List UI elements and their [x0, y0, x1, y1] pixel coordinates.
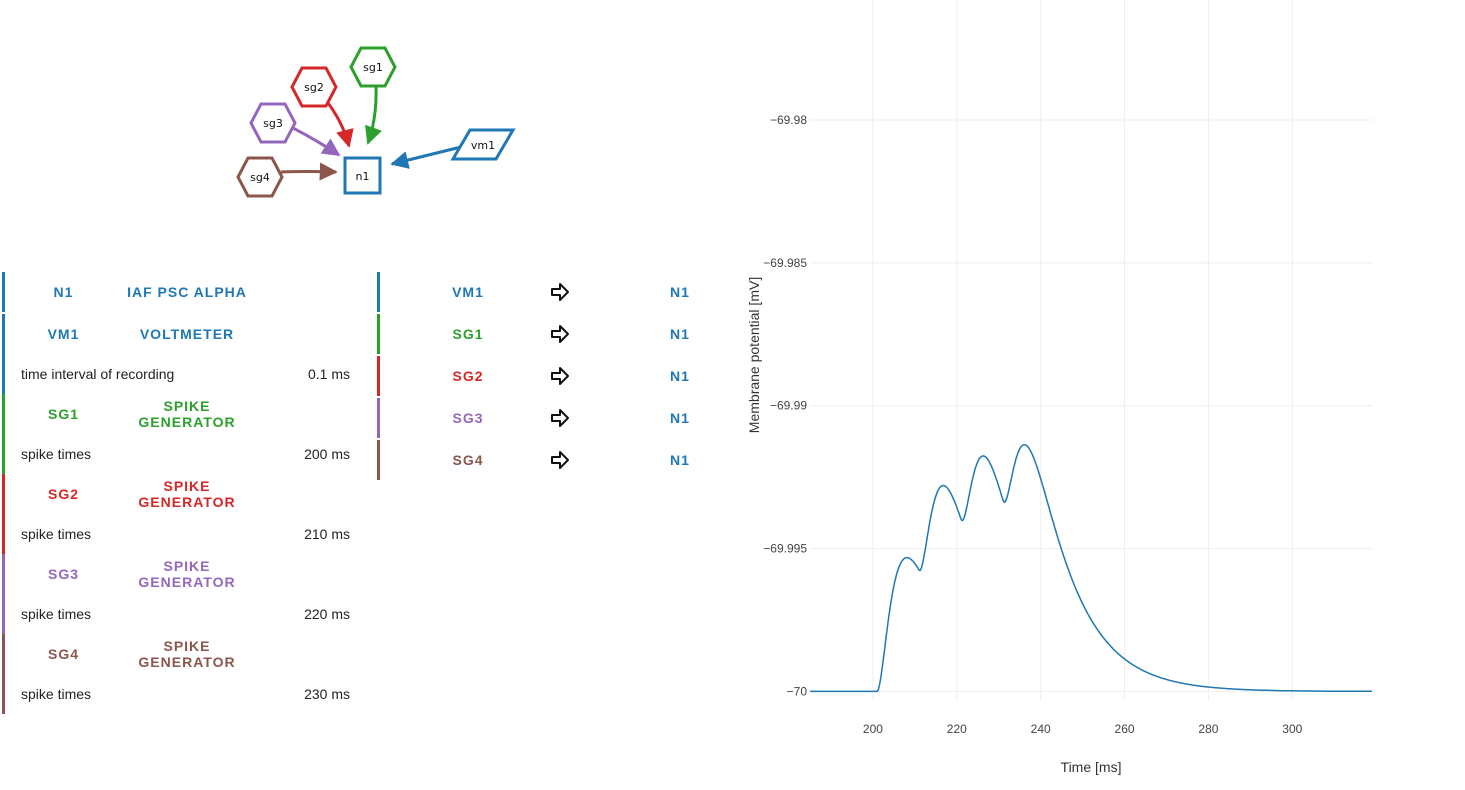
arrow-right-icon — [551, 325, 569, 343]
graph-node-vm1[interactable]: vm1 — [450, 128, 516, 161]
y-tick-label: −69.98 — [770, 113, 807, 127]
graph-node-sg3-label: sg3 — [263, 117, 283, 130]
network-graph: n1 vm1 sg1 sg2 sg3 sg4 — [236, 46, 516, 198]
node-header[interactable]: SG3 SPIKE GENERATOR — [5, 554, 358, 594]
connection-source: SG4 — [452, 452, 484, 468]
node-model: VOLTMETER — [139, 326, 235, 342]
node-model: SPIKE GENERATOR — [138, 398, 236, 430]
edge-sg4-n1 — [280, 162, 338, 181]
param-label: spike times — [21, 446, 92, 462]
x-tick-label: 300 — [1282, 722, 1302, 736]
x-tick-label: 260 — [1115, 722, 1135, 736]
node-header[interactable]: VM1 VOLTMETER — [5, 314, 358, 354]
node-header[interactable]: SG4 SPIKE GENERATOR — [5, 634, 358, 674]
arrow-right-icon — [551, 409, 569, 427]
node-id: SG2 — [47, 486, 79, 502]
param-row[interactable]: spike times 230 ms — [5, 674, 358, 714]
arrow-right-icon — [551, 451, 569, 469]
y-tick-label: −70 — [787, 684, 808, 698]
param-row[interactable]: spike times 220 ms — [5, 594, 358, 634]
param-value: 220 ms — [304, 606, 350, 622]
param-label: time interval of recording — [21, 366, 175, 382]
connection-row-sg1-n1[interactable]: SG1 N1 — [377, 314, 707, 354]
graph-node-n1[interactable]: n1 — [343, 156, 382, 195]
edge-sg1-n1 — [365, 85, 382, 145]
node-id: VM1 — [47, 326, 80, 342]
arrow-right-icon — [551, 367, 569, 385]
param-row[interactable]: spike times 210 ms — [5, 514, 358, 554]
node-block-sg4[interactable]: SG4 SPIKE GENERATOR spike times 230 ms — [2, 634, 358, 714]
connection-source: SG1 — [452, 326, 484, 342]
param-value: 0.1 ms — [307, 366, 350, 382]
connection-row-vm1-n1[interactable]: VM1 N1 — [377, 272, 707, 312]
node-block-vm1[interactable]: VM1 VOLTMETER time interval of recording… — [2, 314, 358, 394]
param-row[interactable]: time interval of recording 0.1 ms — [5, 354, 358, 394]
param-label: spike times — [21, 686, 92, 702]
node-header[interactable]: SG1 SPIKE GENERATOR — [5, 394, 358, 434]
connection-target: N1 — [670, 326, 690, 342]
node-model: SPIKE GENERATOR — [138, 558, 236, 590]
node-id: SG1 — [47, 406, 79, 422]
param-value: 230 ms — [304, 686, 350, 702]
graph-node-sg1-label: sg1 — [363, 61, 383, 74]
node-block-sg3[interactable]: SG3 SPIKE GENERATOR spike times 220 ms — [2, 554, 358, 634]
connection-source: SG3 — [452, 410, 484, 426]
edge-sg2-n1 — [326, 102, 354, 148]
connection-row-sg4-n1[interactable]: SG4 N1 — [377, 440, 707, 480]
x-tick-label: 220 — [947, 722, 967, 736]
node-block-sg2[interactable]: SG2 SPIKE GENERATOR spike times 210 ms — [2, 474, 358, 554]
param-value: 210 ms — [304, 526, 350, 542]
x-tick-label: 240 — [1031, 722, 1051, 736]
y-tick-label: −69.995 — [763, 542, 807, 556]
graph-node-sg2-label: sg2 — [304, 81, 324, 94]
node-header[interactable]: N1 IAF PSC ALPHA — [5, 272, 358, 312]
node-block-n1[interactable]: N1 IAF PSC ALPHA — [2, 272, 358, 312]
node-model: IAF PSC ALPHA — [127, 284, 247, 300]
x-tick-label: 280 — [1198, 722, 1218, 736]
graph-node-vm1-label: vm1 — [471, 139, 495, 152]
membrane-potential-chart[interactable]: −70−69.995−69.99−69.985−69.98 200 220 240 2… — [740, 0, 1460, 790]
edge-sg3-n1 — [292, 126, 341, 157]
connection-source: SG2 — [452, 368, 484, 384]
x-axis-label: Time [ms] — [1061, 759, 1122, 775]
connection-target: N1 — [670, 284, 690, 300]
connection-target: N1 — [670, 368, 690, 384]
arrow-right-icon — [551, 283, 569, 301]
node-id: SG3 — [47, 566, 79, 582]
connection-target: N1 — [670, 452, 690, 468]
edge-vm1-n1 — [390, 144, 466, 169]
graph-node-sg2[interactable]: sg2 — [290, 66, 338, 108]
node-block-sg1[interactable]: SG1 SPIKE GENERATOR spike times 200 ms — [2, 394, 358, 474]
node-id: SG4 — [47, 646, 79, 662]
y-tick-label: −69.99 — [770, 399, 807, 413]
y-tick-label: −69.985 — [763, 256, 807, 270]
node-model: SPIKE GENERATOR — [138, 638, 236, 670]
chart-grid — [810, 0, 1372, 700]
connection-row-sg2-n1[interactable]: SG2 N1 — [377, 356, 707, 396]
graph-node-sg1[interactable]: sg1 — [349, 46, 397, 88]
param-label: spike times — [21, 606, 92, 622]
param-label: spike times — [21, 526, 92, 542]
connection-source: VM1 — [452, 284, 484, 300]
connection-row-sg3-n1[interactable]: SG3 N1 — [377, 398, 707, 438]
graph-node-sg4-label: sg4 — [250, 171, 270, 184]
param-row[interactable]: spike times 200 ms — [5, 434, 358, 474]
param-value: 200 ms — [304, 446, 350, 462]
x-axis-ticks: 200 220 240 260 280 300 — [863, 722, 1303, 736]
x-tick-label: 200 — [863, 722, 883, 736]
graph-node-n1-label: n1 — [356, 170, 370, 183]
y-axis-label: Membrane potential [mV] — [746, 277, 762, 433]
node-header[interactable]: SG2 SPIKE GENERATOR — [5, 474, 358, 514]
y-axis-ticks: −70 −69.995 −69.99 −69.985 −69.98 — [763, 113, 807, 698]
graph-node-sg4[interactable]: sg4 — [236, 156, 284, 198]
connection-target: N1 — [670, 410, 690, 426]
series-line — [810, 443, 1372, 693]
graph-node-sg3[interactable]: sg3 — [249, 102, 297, 144]
node-model: SPIKE GENERATOR — [138, 478, 236, 510]
node-id: N1 — [53, 284, 74, 300]
